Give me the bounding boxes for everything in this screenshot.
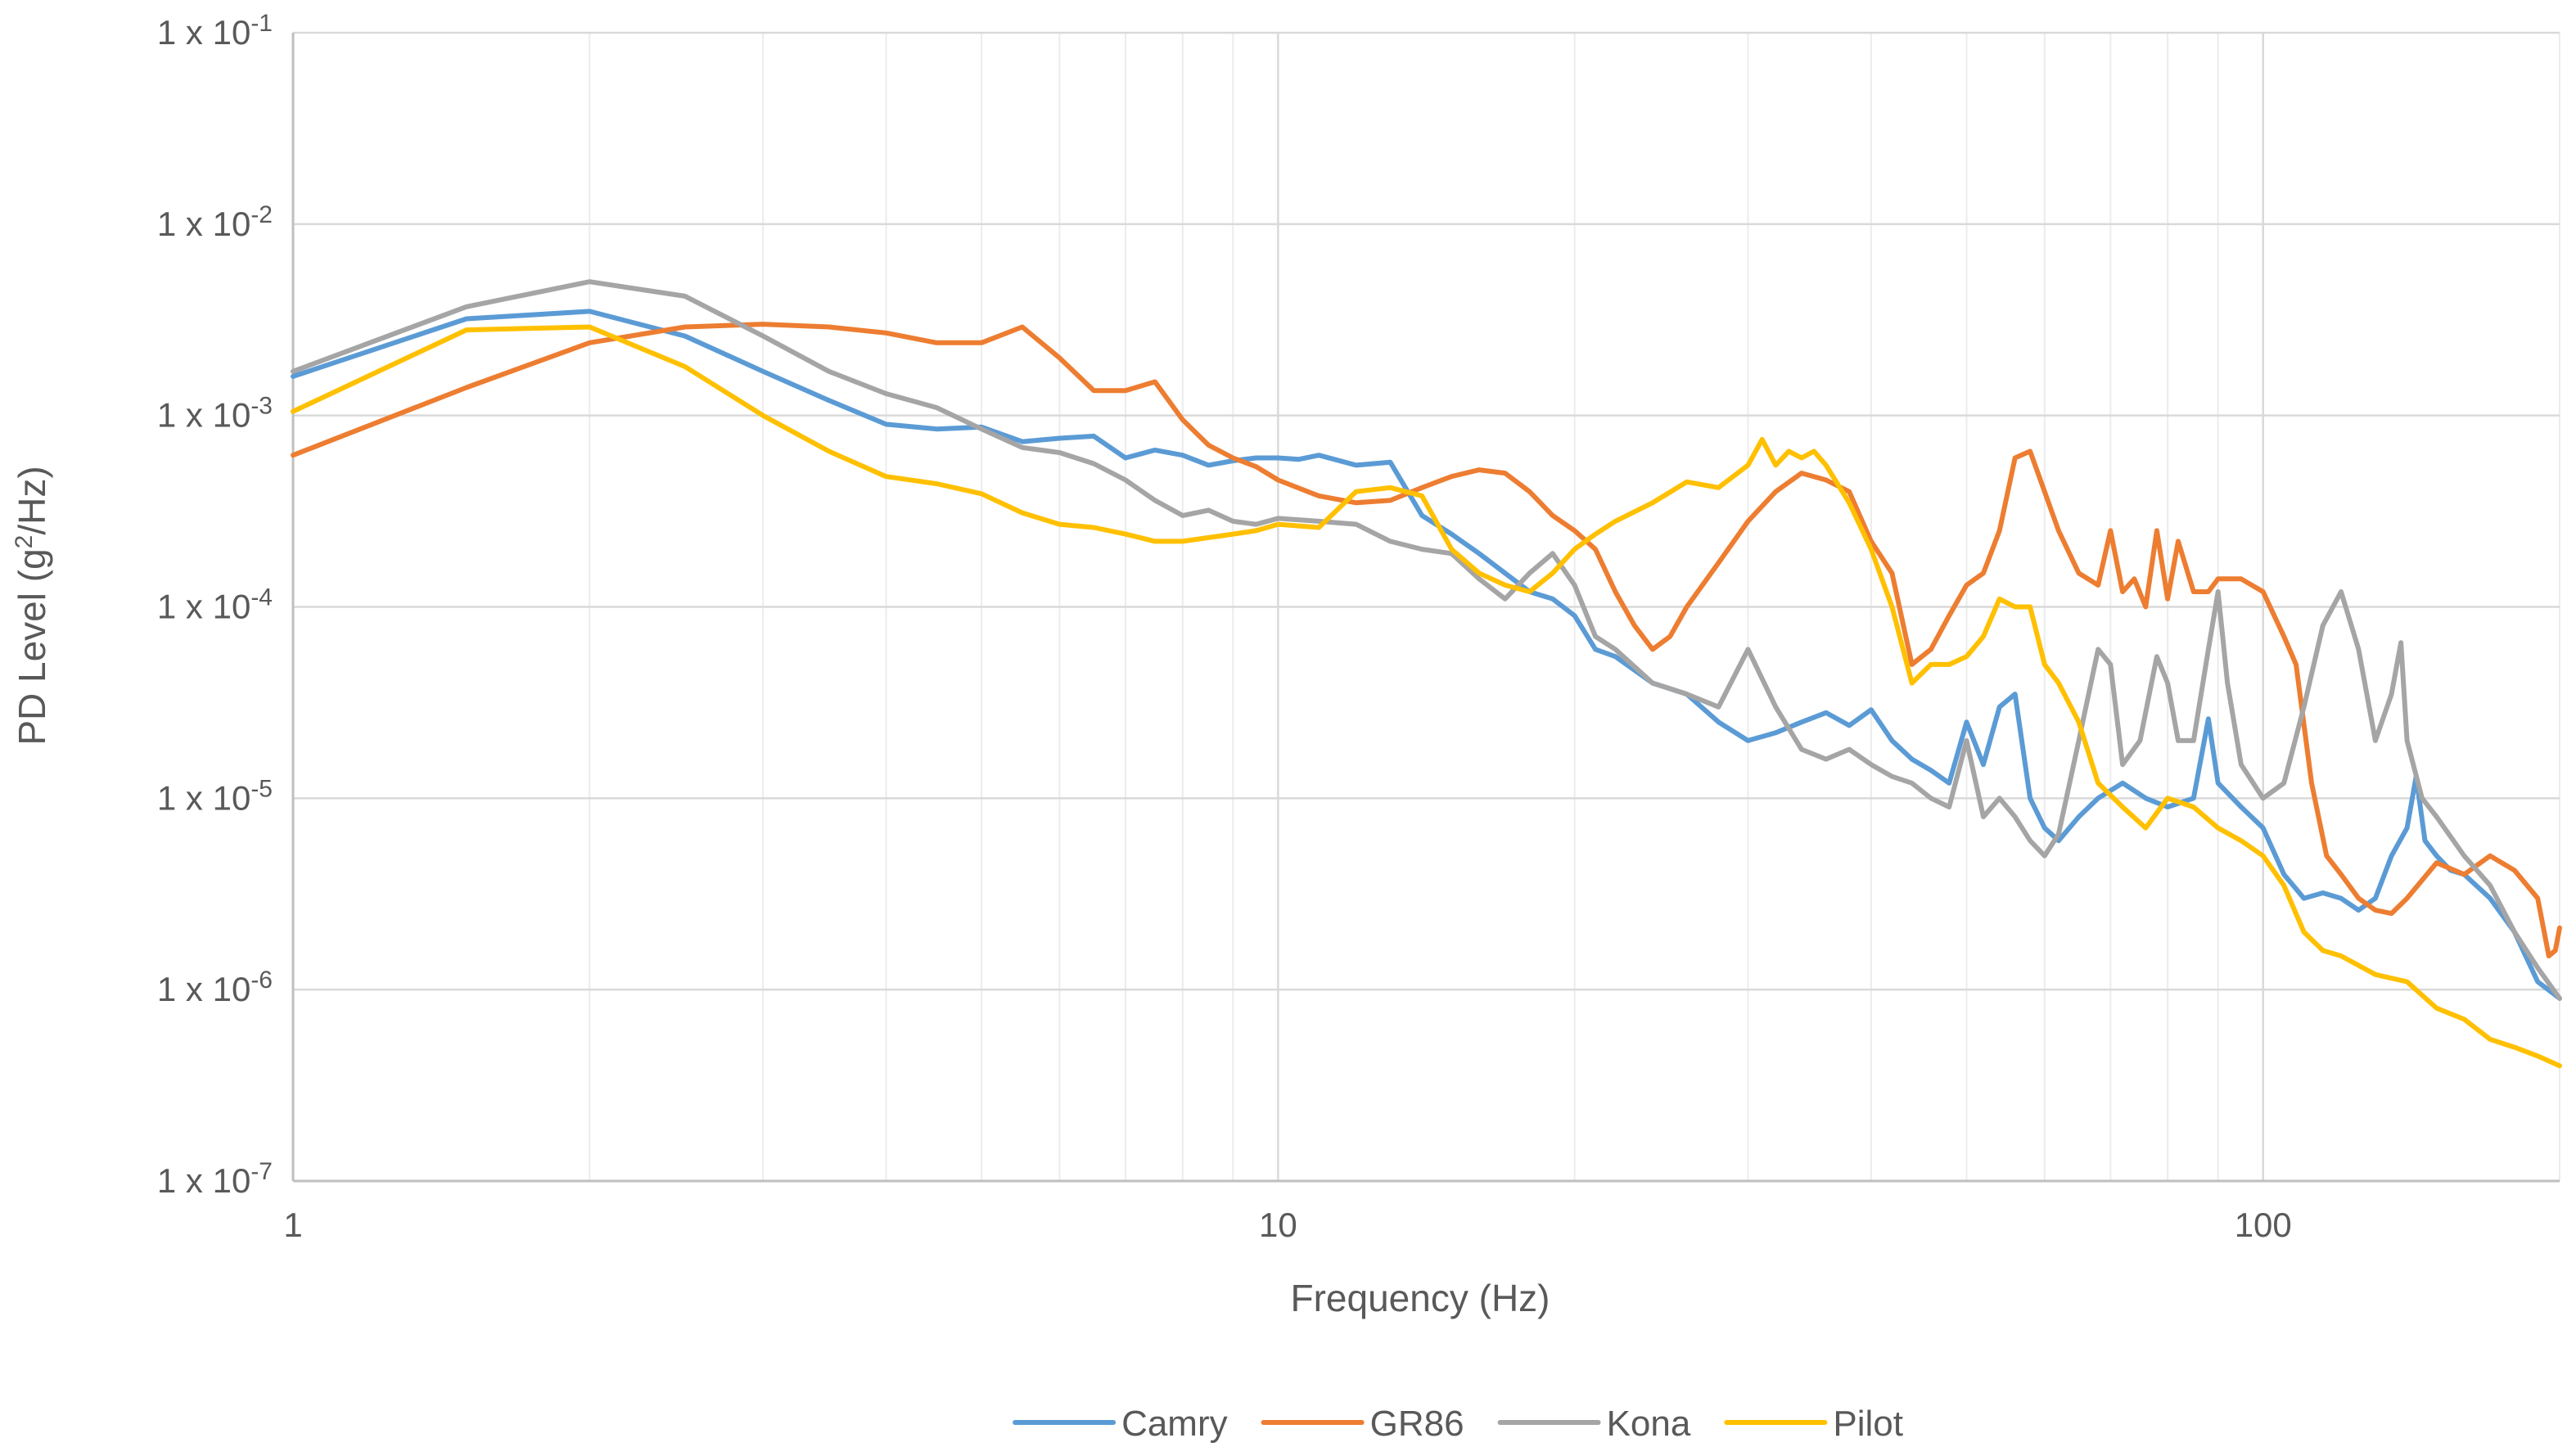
y-tick-label: 1 x 10-3: [157, 393, 273, 435]
y-tick-label-exponent: -3: [250, 393, 273, 420]
series-line-gr86: [291, 322, 2562, 958]
y-tick-label: 1 x 10-1: [157, 10, 273, 52]
y-tick-label: 1 x 10-4: [157, 584, 273, 626]
legend-label-kona: Kona: [1607, 1404, 1691, 1444]
x-tick-labels: 1 10 100: [283, 1206, 2291, 1244]
y-tick-label: 1 x 10-6: [157, 967, 273, 1008]
y-tick-label: 1 x 10-5: [157, 775, 273, 817]
y-tick-label-exponent: -7: [250, 1158, 273, 1185]
y-tick-label-base: 1 x 10: [157, 970, 250, 1008]
y-tick-label-base: 1 x 10: [157, 778, 250, 817]
series-line-kona: [291, 279, 2562, 1001]
legend-label-gr86: GR86: [1370, 1404, 1464, 1444]
y-tick-label-exponent: -6: [250, 967, 273, 994]
y-tick-labels: 1 x 10-11 x 10-21 x 10-31 x 10-41 x 10-5…: [157, 10, 273, 1200]
y-axis-title-main: PD Level (g: [11, 548, 53, 745]
y-tick-label-base: 1 x 10: [157, 588, 250, 626]
y-tick-label-exponent: -5: [250, 775, 273, 802]
y-tick-label-base: 1 x 10: [157, 13, 250, 52]
x-tick-label: 1: [283, 1206, 302, 1244]
y-tick-label-exponent: -1: [250, 10, 273, 37]
y-tick-label-base: 1 x 10: [157, 396, 250, 435]
y-axis-title-superscript: 2: [11, 535, 38, 549]
y-tick-label-base: 1 x 10: [157, 205, 250, 243]
legend: Camry GR86 Kona Pilot: [1013, 1404, 1903, 1444]
series-line-pilot: [291, 324, 2562, 1069]
y-tick-label-base: 1 x 10: [157, 1161, 250, 1200]
axes: [291, 33, 2560, 1183]
legend-label-camry: Camry: [1121, 1404, 1228, 1444]
x-tick-label: 10: [1259, 1206, 1297, 1244]
y-tick-label-exponent: -2: [250, 201, 273, 228]
legend-label-pilot: Pilot: [1833, 1404, 1903, 1444]
series-layer: [291, 279, 2562, 1069]
y-tick-label-exponent: -4: [250, 584, 273, 611]
y-tick-label: 1 x 10-7: [157, 1158, 273, 1200]
x-tick-label: 100: [2235, 1206, 2292, 1244]
y-axis-title-tail: /Hz): [11, 466, 53, 534]
y-tick-label: 1 x 10-2: [157, 201, 273, 243]
y-axis-title: PD Level (g2/Hz): [11, 466, 53, 745]
x-axis-title: Frequency (Hz): [1291, 1277, 1550, 1319]
series-line-camry: [291, 309, 2562, 1001]
